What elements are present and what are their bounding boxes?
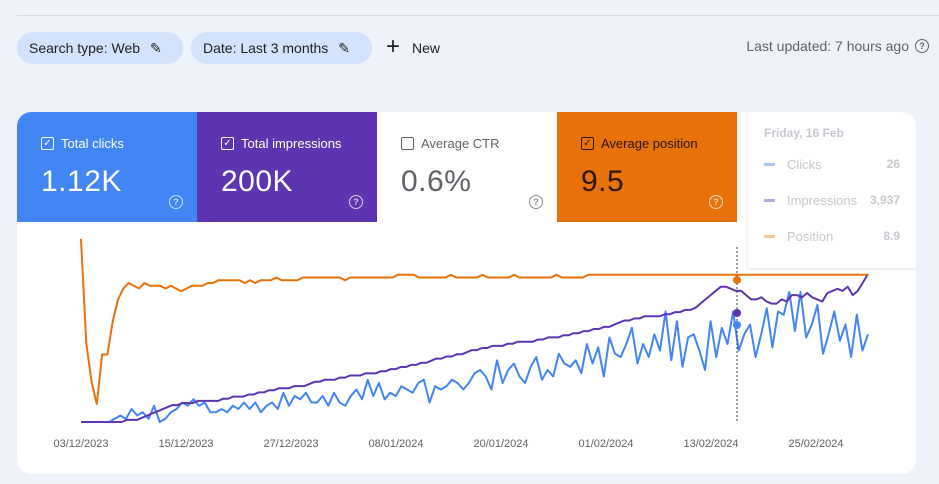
help-icon[interactable]: ? [709, 195, 723, 209]
help-icon[interactable]: ? [915, 39, 929, 53]
metric-value: 0.6% [401, 165, 472, 198]
metric-tile-total-clicks[interactable]: ✓ Total clicks 1.12K ? [17, 112, 197, 222]
metric-value: 9.5 [581, 165, 625, 198]
series-line-clicks [81, 291, 869, 423]
new-filter-label: New [412, 40, 441, 56]
x-tick-label: 03/12/2023 [53, 438, 108, 450]
series-swatch [764, 162, 775, 166]
last-updated: Last updated: 7 hours ago ? [746, 38, 929, 54]
series-line-impressions [81, 273, 869, 423]
checkbox-unchecked-icon[interactable] [401, 137, 414, 150]
metric-label: Average position [601, 136, 698, 151]
performance-card: ✓ Total clicks 1.12K ? ✓ Total impressions… [17, 112, 916, 474]
metric-label: Total clicks [61, 136, 124, 151]
x-tick-label: 13/02/2024 [683, 438, 738, 450]
tooltip-series-value: 3,937 [869, 193, 900, 207]
metric-tile-total-impressions[interactable]: ✓ Total impressions 200K ? [197, 112, 377, 222]
series-line-position [80, 238, 868, 405]
metric-label: Average CTR [421, 136, 500, 151]
hover-marker-impressions [733, 309, 741, 317]
x-tick-label: 08/01/2024 [368, 438, 423, 450]
help-icon[interactable]: ? [349, 195, 363, 209]
x-tick-label: 20/01/2024 [473, 438, 528, 450]
edit-pencil-icon: ✎ [150, 39, 162, 56]
tooltip-series-name: Impressions [787, 192, 858, 208]
series-swatch [764, 234, 775, 238]
plus-icon: + [386, 33, 401, 60]
search-type-filter-chip[interactable]: Search type: Web ✎ [17, 32, 183, 64]
x-tick-label: 01/02/2024 [578, 438, 633, 450]
search-type-label: Search type: Web [29, 40, 141, 56]
tooltip-series-name: Position [787, 228, 834, 244]
top-divider [17, 15, 939, 16]
x-tick-label: 27/12/2023 [263, 438, 318, 450]
series-swatch [764, 198, 775, 202]
help-icon[interactable]: ? [169, 195, 183, 209]
tooltip-series-value: 8.9 [883, 229, 900, 243]
tooltip-row-clicks: Clicks 26 [764, 146, 900, 182]
checkbox-checked-icon[interactable]: ✓ [581, 137, 594, 150]
metric-value: 1.12K [41, 165, 122, 198]
x-tick-label: 15/12/2023 [158, 438, 213, 450]
help-icon[interactable]: ? [529, 195, 543, 209]
edit-pencil-icon: ✎ [338, 39, 351, 56]
tooltip-row-position: Position 8.9 [764, 218, 900, 254]
date-filter-label: Date: Last 3 months [203, 40, 329, 56]
checkbox-checked-icon[interactable]: ✓ [221, 137, 234, 150]
tooltip-series-name: Clicks [787, 156, 822, 172]
hover-marker-clicks [733, 321, 741, 329]
checkbox-checked-icon[interactable]: ✓ [41, 137, 54, 150]
x-tick-label: 25/02/2024 [788, 438, 843, 450]
date-filter-chip[interactable]: Date: Last 3 months ✎ [191, 32, 372, 64]
tooltip-series-value: 26 [886, 157, 900, 171]
performance-chart[interactable]: 03/12/2023 15/12/2023 27/12/2023 08/01/2024… [17, 112, 916, 474]
metric-label: Total impressions [241, 136, 342, 151]
chart-tooltip: Friday, 16 Feb Clicks 26 Impressions 3,9… [748, 112, 916, 268]
last-updated-text: Last updated: 7 hours ago [746, 38, 909, 54]
new-filter-button[interactable]: + New [386, 32, 440, 64]
metric-value: 200K [221, 165, 294, 198]
metric-tile-average-ctr[interactable]: Average CTR 0.6% ? [377, 112, 557, 222]
tooltip-date: Friday, 16 Feb [764, 126, 844, 140]
metric-tile-average-position[interactable]: ✓ Average position 9.5 ? [557, 112, 737, 222]
tooltip-row-impressions: Impressions 3,937 [764, 182, 900, 218]
hover-marker-position [733, 276, 741, 284]
